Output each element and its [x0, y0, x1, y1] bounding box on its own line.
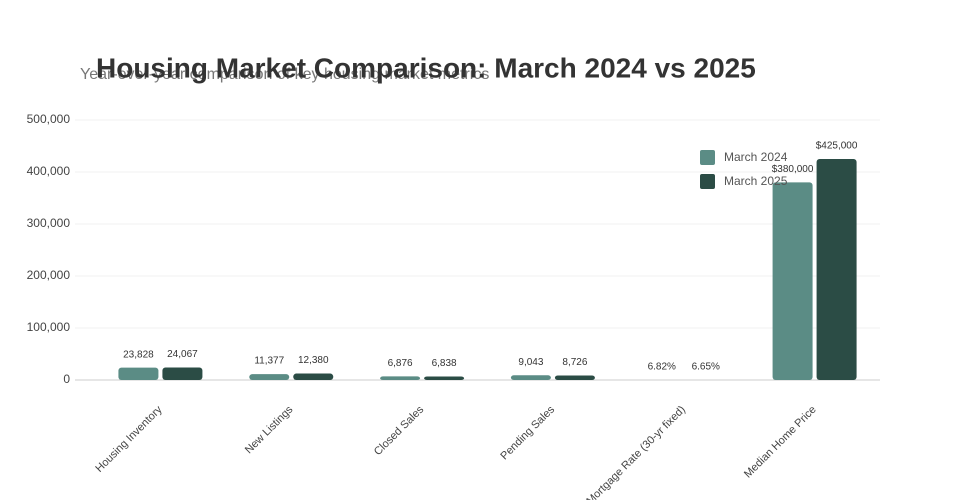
bar: [380, 376, 421, 380]
bar: [510, 375, 551, 380]
y-tick-label: 300,000: [27, 216, 71, 230]
x-tick-label: Housing Inventory: [93, 403, 165, 475]
y-tick-label: 100,000: [27, 320, 71, 334]
legend-label: March 2025: [724, 174, 788, 188]
bar: [293, 373, 334, 380]
value-label: 11,377: [254, 356, 284, 367]
bar: [162, 367, 203, 380]
bar: [816, 159, 857, 380]
value-label: 6.82%: [648, 362, 676, 373]
value-label: 8,726: [562, 357, 587, 368]
value-label: $425,000: [816, 141, 858, 152]
chart-subtitle: Year-over-year comparison of key housing…: [80, 66, 489, 83]
y-tick-label: 500,000: [27, 112, 71, 126]
x-tick-label: New Listings: [243, 403, 296, 456]
value-label: 23,828: [123, 349, 154, 360]
x-tick-label: Mortgage Rate (30-yr fixed): [584, 404, 688, 500]
x-tick-label: Pending Sales: [498, 403, 557, 462]
y-tick-label: 0: [63, 372, 70, 386]
x-tick-label: Closed Sales: [372, 403, 427, 458]
bar: [772, 182, 813, 380]
value-label: 9,043: [518, 357, 543, 368]
bar: [249, 374, 290, 380]
value-label: 6,838: [432, 358, 457, 369]
value-label: 24,067: [167, 349, 198, 360]
legend-label: March 2024: [724, 150, 788, 164]
value-label: $380,000: [772, 164, 814, 175]
legend-swatch: [700, 174, 715, 189]
x-tick-label: Median Home Price: [742, 404, 819, 481]
value-label: 6.65%: [692, 362, 720, 373]
bar: [554, 375, 595, 380]
legend-swatch: [700, 150, 715, 165]
y-tick-label: 400,000: [27, 164, 71, 178]
value-label: 6,876: [388, 358, 413, 369]
chart-title: Housing Market Comparison: March 2024 vs…: [96, 52, 756, 83]
value-label: 12,380: [298, 355, 329, 366]
y-tick-label: 200,000: [27, 268, 71, 282]
bar: [424, 376, 465, 380]
bar: [118, 367, 159, 380]
